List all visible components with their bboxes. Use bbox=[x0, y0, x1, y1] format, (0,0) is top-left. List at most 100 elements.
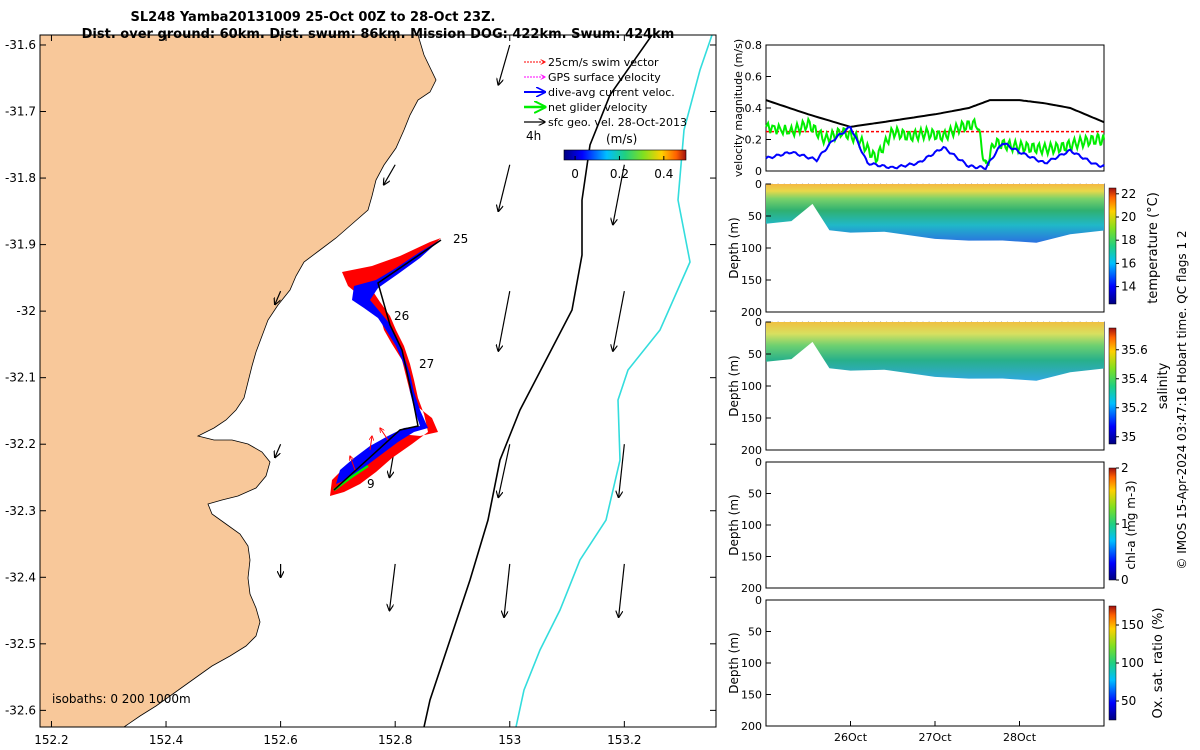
salinity-colorbar-ticks: 35 35.2 35.4 35.6 bbox=[1116, 343, 1148, 444]
surface-scallop bbox=[983, 181, 990, 184]
surface-scallop bbox=[1019, 319, 1026, 322]
surface-scallop bbox=[832, 319, 839, 322]
surface-scallop bbox=[1074, 319, 1080, 322]
sfc-velocity-arrow bbox=[613, 291, 625, 351]
colorbar-tick-label: 0 bbox=[571, 167, 579, 181]
land-mass bbox=[40, 35, 437, 727]
map-x-tick-label: 152.2 bbox=[34, 733, 68, 747]
surface-scallop bbox=[778, 181, 785, 184]
temperature-y-axis: 0 50 100 150 200 bbox=[741, 178, 771, 319]
surface-scallop bbox=[892, 181, 899, 184]
surface-scallop bbox=[874, 319, 881, 322]
map-panel: 25 26 27 9 152.2 152.4 152.6 152.8 153 153.2 … bbox=[5, 34, 717, 747]
map-y-tick-label: -31.6 bbox=[5, 38, 36, 52]
map-y-tick-label: -32.3 bbox=[5, 504, 36, 518]
surface-scallop bbox=[1013, 181, 1020, 184]
depth-tick-label: 100 bbox=[741, 242, 762, 255]
map-y-axis: -31.6 -31.7 -31.8 -31.9 -32 -32.1 -32.2 -32.3 -3… bbox=[5, 38, 716, 717]
velocity-panel: 0 0.2 0.4 0.6 0.8 velocity magnitude (m/s) bbox=[732, 39, 1105, 178]
oxygen-x-axis: 26Oct 27Oct 28Oct bbox=[834, 721, 1037, 744]
surface-scallop bbox=[1092, 319, 1099, 322]
temperature-ylabel: Depth (m) bbox=[727, 217, 741, 278]
map-x-tick-label: 152.8 bbox=[378, 733, 412, 747]
legend-gps: GPS surface velocity bbox=[548, 71, 661, 84]
velocity-y-tick-label: 0 bbox=[755, 165, 762, 178]
salinity-surface-scallops bbox=[766, 319, 1105, 322]
surface-scallop bbox=[886, 181, 893, 184]
credit-text: © IMOS 15-Apr-2024 03:47:16 Hobart time.… bbox=[1175, 230, 1189, 569]
surface-scallop bbox=[766, 319, 772, 322]
surface-scallop bbox=[1080, 181, 1087, 184]
surface-scallop bbox=[1068, 319, 1074, 322]
colorbar-tick-label: 18 bbox=[1121, 233, 1136, 247]
surface-scallop bbox=[1055, 319, 1062, 322]
depth-tick-label: 200 bbox=[741, 444, 762, 457]
surface-scallop bbox=[983, 319, 990, 322]
surface-scallop bbox=[1074, 181, 1080, 184]
depth-tick-label: 150 bbox=[741, 689, 762, 702]
depth-tick-label: 50 bbox=[748, 488, 762, 501]
map-x-axis: 152.2 152.4 152.6 152.8 153 153.2 bbox=[34, 35, 642, 747]
sfc-velocity-arrow bbox=[275, 443, 282, 457]
day-label: 27 bbox=[419, 357, 434, 371]
surface-scallop bbox=[1049, 181, 1056, 184]
velocity-series-line bbox=[765, 126, 1105, 171]
sfc-velocity-arrow bbox=[498, 164, 511, 212]
depth-tick-label: 50 bbox=[748, 348, 762, 361]
surface-scallop bbox=[838, 319, 845, 322]
legend-net: net glider velocity bbox=[548, 101, 648, 114]
surface-scallop bbox=[989, 181, 996, 184]
depth-tick-label: 200 bbox=[741, 306, 762, 319]
isobath-label: isobaths: 0 200 1000m bbox=[52, 692, 191, 706]
map-y-tick-label: -32.4 bbox=[5, 570, 36, 584]
surface-scallop bbox=[995, 181, 1002, 184]
oxygen-colorbar-ticks: 50 100 150 bbox=[1116, 618, 1144, 708]
surface-scallop bbox=[820, 319, 827, 322]
surface-scallop bbox=[1086, 319, 1093, 322]
legend-sfc: sfc geo. vel. 28-Oct-2013 bbox=[548, 116, 687, 129]
depth-tick-label: 200 bbox=[741, 720, 762, 733]
surface-scallop bbox=[1037, 319, 1044, 322]
colorbar-tick-label: 2 bbox=[1121, 461, 1129, 475]
surface-scallop bbox=[1055, 181, 1062, 184]
velocity-frame bbox=[765, 44, 1105, 172]
colorbar-tick-label: 14 bbox=[1121, 280, 1136, 294]
surface-scallop bbox=[959, 319, 966, 322]
surface-scallop bbox=[935, 319, 942, 322]
title-line1: SL248 Yamba20131009 25-Oct 00Z to 28-Oct… bbox=[131, 10, 496, 25]
surface-scallop bbox=[826, 319, 833, 322]
chla-y-axis: 0 50 100 150 200 bbox=[741, 456, 771, 595]
surface-scallop bbox=[911, 181, 917, 184]
map-colorbar-ticks: 0 0.2 0.4 bbox=[571, 156, 673, 181]
surface-scallop bbox=[1007, 181, 1014, 184]
surface-scallop bbox=[1001, 319, 1008, 322]
sfc-velocity-arrow bbox=[384, 164, 396, 185]
map-y-tick-label: -31.7 bbox=[5, 105, 36, 119]
surface-scallop bbox=[959, 181, 966, 184]
surface-scallop bbox=[1025, 319, 1032, 322]
surface-scallop bbox=[917, 319, 923, 322]
surface-scallop bbox=[898, 319, 905, 322]
surface-scallop bbox=[796, 181, 803, 184]
surface-scallop bbox=[808, 319, 815, 322]
depth-tick-label: 100 bbox=[741, 380, 762, 393]
surface-scallop bbox=[989, 319, 996, 322]
depth-tick-label: 200 bbox=[741, 582, 762, 595]
depth-tick-label: 100 bbox=[741, 519, 762, 532]
map-frame bbox=[39, 34, 717, 728]
current-swath bbox=[336, 240, 440, 484]
chla-colorbar-ticks: 0 1 2 bbox=[1116, 461, 1129, 587]
map-y-tick-label: -32.6 bbox=[5, 703, 36, 717]
surface-scallop bbox=[778, 319, 785, 322]
depth-tick-label: 150 bbox=[741, 274, 762, 287]
colorbar-tick-label: 100 bbox=[1121, 656, 1144, 670]
time-x-tick-label: 28Oct bbox=[1003, 731, 1037, 744]
colorbar-tick-label: 35.2 bbox=[1121, 401, 1148, 415]
surface-scallop bbox=[941, 319, 948, 322]
surface-scallop bbox=[862, 181, 869, 184]
surface-scallop bbox=[1049, 319, 1056, 322]
map-y-tick-label: -31.8 bbox=[5, 171, 36, 185]
surface-scallop bbox=[917, 181, 923, 184]
oxygen-panel: 0 50 100 150 200 26Oct 27Oct 28Oct Depth (m) 5… bbox=[727, 594, 1166, 744]
